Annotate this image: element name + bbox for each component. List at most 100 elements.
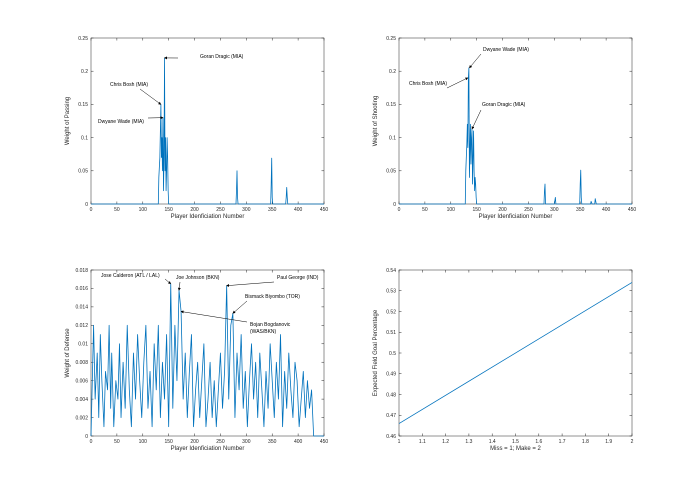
chart-1-ylabel: Weight of Passing [65,97,71,145]
chart-4-ytick-label: 0.54 [386,268,396,274]
chart-4-xtick-label: 1.4 [489,439,496,445]
chart-2-ytick-label: 0.25 [386,36,396,42]
chart-1-xtick-label: 0 [90,207,93,213]
chart-2-xtick-label: 450 [628,207,637,213]
chart-2-annotation-label: Goran Dragic (MIA) [482,102,526,108]
chart-3-ytick-label: 0.014 [75,305,88,311]
chart-2-xtick-label: 300 [550,207,559,213]
chart-4-xtick-label: 1 [398,439,401,445]
chart-3-xtick-label: 200 [190,439,199,445]
chart-2-ylabel: Weight of Shooting [373,96,379,147]
chart-4-ytick-label: 0.5 [389,351,396,357]
chart-3-ytick-label: 0.01 [78,342,88,348]
chart-4-ytick-label: 0.52 [386,309,396,315]
chart-3-xtick-label: 250 [216,439,225,445]
chart-4-xtick-label: 1.8 [582,439,589,445]
chart-3-xtick-label: 100 [139,439,148,445]
chart-2-xtick-label: 400 [602,207,611,213]
chart-1-xtick-label: 350 [268,207,277,213]
chart-3-annotation-arrow [226,281,275,287]
chart-3-annotation-label: Bojan Bogdanovic [250,322,291,328]
chart-3-ytick-label: 0.018 [75,268,88,274]
chart-2-ytick-label: 0.05 [386,169,396,175]
chart-4-xtick-label: 1.1 [419,439,426,445]
chart-3-ytick-label: 0.016 [75,286,88,292]
chart-3-xtick-label: 150 [164,439,173,445]
chart-1-xtick-label: 200 [190,207,199,213]
chart-1-annotation-label: Dwyane Wade (MIA) [98,119,144,125]
chart-2-ytick-label: 0.2 [389,69,396,75]
chart-1-xtick-label: 100 [139,207,148,213]
chart-4-xtick-label: 2 [631,439,634,445]
chart-3-ytick-label: 0 [85,434,88,440]
chart-4-ylabel: Expected Field Goal Percentage [373,309,379,396]
chart-3-ytick-label: 0.002 [75,415,88,421]
chart-3-ytick-label: 0.008 [75,360,88,366]
chart-2-ytick-label: 0 [393,202,396,208]
chart-1-axes-box [90,37,325,205]
chart-3-xtick-label: 450 [320,439,329,445]
chart-3-series-line [90,283,324,437]
chart-3-ytick-label: 0.006 [75,378,88,384]
chart-4-ytick-label: 0.48 [386,392,396,398]
chart-2-ytick-label: 0.15 [386,102,396,108]
chart-4-xtick-label: 1.3 [465,439,472,445]
chart-4-ytick-label: 0.46 [386,434,396,440]
chart-1-ytick-label: 0.25 [78,36,88,42]
chart-2-xtick-label: 350 [576,207,585,213]
chart-1-ytick-label: 0.2 [81,69,88,75]
chart-4-ytick-label: 0.49 [386,372,396,378]
chart-3-xtick-label: 300 [242,439,251,445]
chart-4-xtick-label: 1.7 [559,439,566,445]
chart-4-xtick-label: 1.6 [535,439,542,445]
chart-4-series-line [398,282,633,424]
chart-3-xtick-label: 350 [268,439,277,445]
chart-1-ytick-label: 0.05 [78,169,88,175]
chart-3-annotation-arrow [177,281,181,291]
chart-1-annotation-arrow [139,88,162,105]
chart-4-xlabel: Miss = 1; Make = 2 [490,446,541,452]
chart-3-annotation-arrow [164,278,172,285]
chart-3-annotation-label-line2: (WAS/BKN) [250,329,277,335]
chart-3-annotation-label: Jose Calderon (ATL / LAL) [101,273,160,279]
chart-1-ytick-label: 0.1 [81,135,88,141]
chart-3-ytick-label: 0.004 [75,397,88,403]
chart-4-ytick-label: 0.53 [386,289,396,295]
chart-4-xtick-label: 1.5 [512,439,519,445]
chart-1-xtick-label: 250 [216,207,225,213]
chart-4-ytick-label: 0.51 [386,330,396,336]
chart-1-annotation-label: Goran Dragic (MIA) [200,54,244,60]
chart-1-xtick-label: 450 [320,207,329,213]
chart-1-xtick-label: 150 [164,207,173,213]
chart-2-xtick-label: 150 [472,207,481,213]
chart-2-xtick-label: 250 [524,207,533,213]
chart-2-annotation-arrow [446,77,469,89]
chart-2-annotation-arrow [471,109,482,130]
chart-1-ytick-label: 0.15 [78,102,88,108]
chart-2-xtick-label: 100 [447,207,456,213]
chart-1-xtick-label: 50 [114,207,120,213]
chart-2-xtick-label: 200 [498,207,507,213]
chart-4-xtick-label: 1.2 [442,439,449,445]
chart-3-annotation-arrow [180,310,248,323]
chart-3-xtick-label: 400 [294,439,303,445]
chart-3-ylabel: Weight of Defense [65,328,71,378]
chart-2-xlabel: Player Idenficiation Number [479,214,553,220]
chart-1-ytick-label: 0 [85,202,88,208]
chart-2-ytick-label: 0.1 [389,135,396,141]
chart-3-annotation-arrow [232,300,248,314]
chart-3-xlabel: Player Idenficiation Number [171,446,245,452]
chart-4-xtick-label: 1.9 [605,439,612,445]
chart-2-annotation-arrow [469,53,482,69]
chart-3-annotation-label: Joe Johnson (BKN) [176,275,220,281]
chart-1-xtick-label: 300 [242,207,251,213]
chart-2-xtick-label: 50 [422,207,428,213]
chart-1-xtick-label: 400 [294,207,303,213]
chart-2-xtick-label: 0 [398,207,401,213]
chart-2-annotation-label: Chris Bosh (MIA) [409,81,447,87]
chart-3-xtick-label: 50 [114,439,120,445]
chart-1-xlabel: Player Idenficiation Number [171,214,245,220]
chart-4-ytick-label: 0.47 [386,413,396,419]
chart-2-annotation-label: Dwyane Wade (MIA) [483,47,529,53]
